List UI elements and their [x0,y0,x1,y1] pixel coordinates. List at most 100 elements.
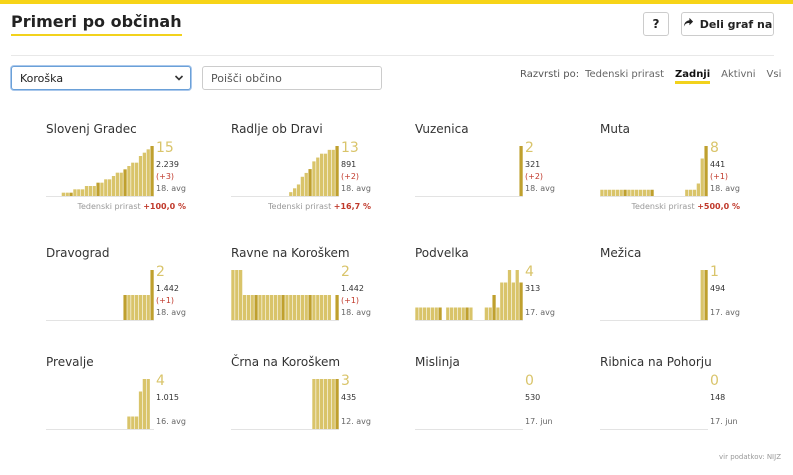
bar [457,307,461,320]
bar [642,189,646,196]
municipality-name: Podvelka [415,246,469,260]
municipality-card[interactable]: Vuzenica 2 321 (+2) 18. avg [415,122,585,217]
bar [127,166,131,196]
bar [415,307,419,320]
total-value: 1.442 [156,284,179,293]
total-value: 1.442 [341,284,364,293]
delta-value: (+2) [525,172,544,181]
bar [519,146,523,196]
bar [115,172,119,196]
bar [135,295,139,320]
bar [308,169,312,196]
bar [127,416,131,429]
municipality-name: Muta [600,122,631,136]
bar [704,146,708,196]
sort-option-zadnji[interactable]: Zadnji [675,69,711,84]
bar [250,295,254,320]
bar [69,192,73,196]
bar [246,295,250,320]
bar [484,307,488,320]
municipality-card[interactable]: Radlje ob Dravi 13 891 (+2) 18. avg Tedenski … [231,122,401,217]
bar [327,295,331,320]
bar [293,295,297,320]
weekly-growth: Tedenski prirast +500,0 % [631,202,740,211]
sort-label: Razvrsti po: [520,69,580,80]
municipality-card[interactable]: Mežica 1 494 17. avg [600,246,770,341]
bar [627,189,631,196]
municipality-card[interactable]: Muta 8 441 (+1) 18. avg Tedenski prirast +500… [600,122,770,217]
delta-value: (+3) [156,172,175,181]
municipality-name: Črna na Koroškem [231,355,341,369]
header-divider [11,55,774,56]
bar [700,158,704,196]
latest-value: 15 [156,140,174,156]
bar-chart [231,270,339,321]
bar [131,295,135,320]
bar [465,307,469,320]
bar [88,186,92,196]
municipality-card[interactable]: Ravne na Koroškem 2 1.442 (+1) 18. avg [231,246,401,341]
bar [507,270,512,320]
bar [496,307,500,320]
municipality-card[interactable]: Dravograd 2 1.442 (+1) 18. avg [46,246,216,341]
date-value: 18. avg [156,184,186,193]
data-source: vir podatkov: NIJZ [719,453,781,461]
share-button-label: Deli graf na [699,17,773,31]
municipality-card[interactable]: Slovenj Gradec 15 2.239 (+3) 18. avg Tedenski… [46,122,216,217]
sort-option-aktivni[interactable]: Aktivni [721,69,756,80]
bar [150,270,154,320]
total-value: 2.239 [156,160,179,169]
sort-option-vsi[interactable]: Vsi [766,69,782,80]
search-input[interactable] [202,66,382,90]
sort-option-tedenski-prirast[interactable]: Tedenski prirast [585,69,665,80]
bar [289,295,293,320]
bar-chart [46,379,154,430]
bar [327,379,331,429]
date-value: 18. avg [525,184,555,193]
date-value: 18. avg [710,184,740,193]
bar [646,189,650,196]
top-accent-bar [0,0,793,4]
delta-value: (+2) [341,172,360,181]
date-value: 17. jun [710,417,738,426]
municipality-card[interactable]: Mislinja 0 530 17. jun [415,355,585,450]
region-select[interactable]: Koroška [11,66,191,90]
municipality-card[interactable]: Prevalje 4 1.015 16. avg [46,355,216,450]
bar [289,192,293,196]
bar-chart [415,270,523,321]
bar [239,270,243,320]
bar [611,189,616,196]
municipality-card[interactable]: Črna na Koroškem 3 435 12. avg [231,355,401,450]
date-value: 17. avg [525,308,555,317]
weekly-growth-value: +16,7 % [333,202,371,211]
bar [469,307,473,320]
bar [515,270,519,320]
bar [335,146,339,196]
municipality-card[interactable]: Ribnica na Pohorju 0 148 17. jun [600,355,770,450]
bar [335,295,339,320]
latest-value: 4 [525,264,534,280]
bar [304,295,308,320]
delta-value: (+1) [156,296,175,305]
bar-chart [46,270,154,321]
bar [285,295,289,320]
bar [327,149,331,196]
bar [320,153,324,196]
bar [84,186,89,196]
total-value: 148 [710,393,726,402]
bar [281,295,285,320]
bar [135,162,139,196]
bar [500,282,504,320]
total-value: 530 [525,393,541,402]
delta-value: (+1) [341,296,360,305]
bar [296,184,301,196]
bar [320,295,324,320]
bar [608,189,612,196]
share-button[interactable]: Deli graf na [681,12,774,36]
municipality-card[interactable]: Podvelka 4 313 17. avg [415,246,585,341]
latest-value: 8 [710,140,719,156]
chevron-down-icon [174,75,184,81]
latest-value: 2 [341,264,350,280]
bar [123,169,127,196]
help-button[interactable]: ? [643,12,669,36]
